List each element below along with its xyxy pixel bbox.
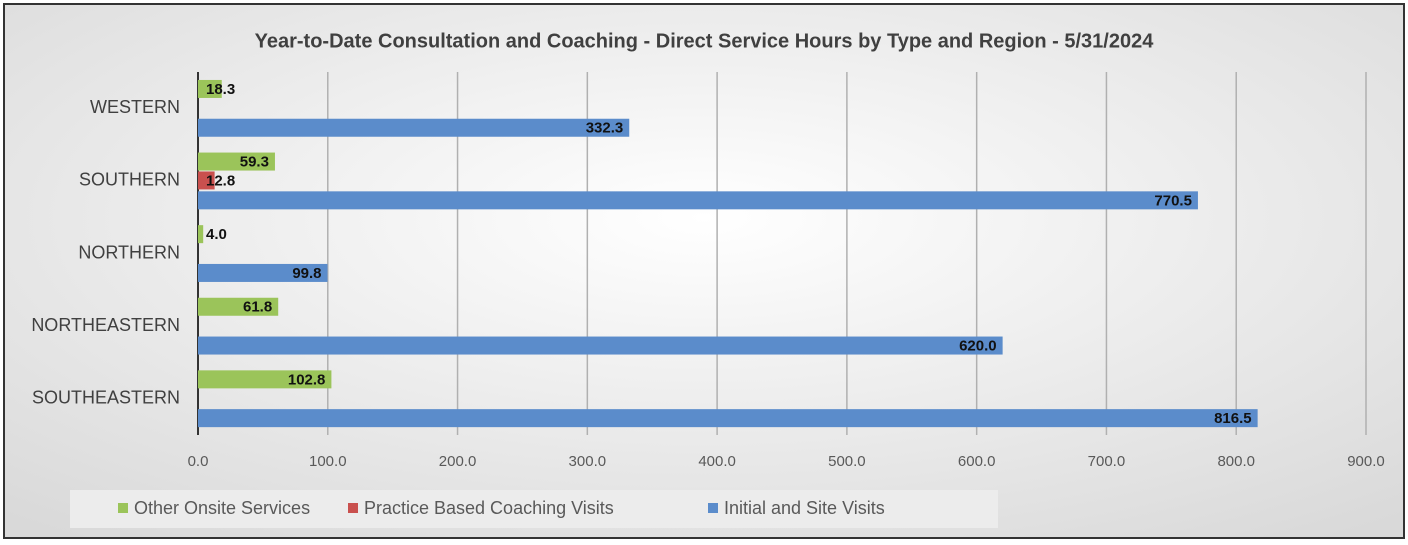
y-tick-label: WESTERN [90,97,180,117]
data-label: 59.3 [240,154,269,171]
bar [198,152,275,171]
legend-label: Practice Based Coaching Visits [364,498,614,518]
data-label: 61.8 [243,299,272,316]
bar [198,191,1198,210]
x-tick-label: 0.0 [188,453,209,470]
data-label: 332.3 [586,120,624,137]
x-tick-label: 300.0 [569,453,607,470]
x-tick-label: 500.0 [828,453,866,470]
y-tick-label: NORTHEASTERN [31,315,180,335]
bar [198,336,1003,355]
data-label: 620.0 [959,338,997,355]
legend-swatch [118,503,128,513]
data-label: 4.0 [206,226,227,243]
bar [198,171,215,190]
bar [198,118,630,137]
data-label: 18.3 [206,81,235,98]
legend-swatch [348,503,358,513]
x-tick-label: 900.0 [1347,453,1385,470]
legend-label: Other Onsite Services [134,498,310,518]
bar [198,297,279,316]
bar [198,263,328,282]
legend-swatch [708,503,718,513]
x-tick-label: 800.0 [1217,453,1255,470]
bar [198,409,1258,428]
x-tick-label: 700.0 [1088,453,1126,470]
y-tick-label: SOUTHERN [79,170,180,190]
y-tick-label: NORTHERN [78,242,180,262]
bar [198,370,332,389]
x-tick-label: 100.0 [309,453,347,470]
chart-title: Year-to-Date Consultation and Coaching -… [255,30,1155,52]
data-label: 770.5 [1154,192,1192,209]
y-tick-label: SOUTHEASTERN [32,387,180,407]
legend-label: Initial and Site Visits [724,498,885,518]
data-label: 12.8 [206,172,235,189]
x-tick-label: 200.0 [439,453,477,470]
data-label: 102.8 [288,371,326,388]
x-tick-label: 600.0 [958,453,996,470]
data-label: 816.5 [1214,410,1252,427]
data-label: 99.8 [292,265,321,282]
legend-box [70,490,998,528]
bar [198,225,204,244]
x-tick-label: 400.0 [698,453,736,470]
bar [198,79,222,98]
